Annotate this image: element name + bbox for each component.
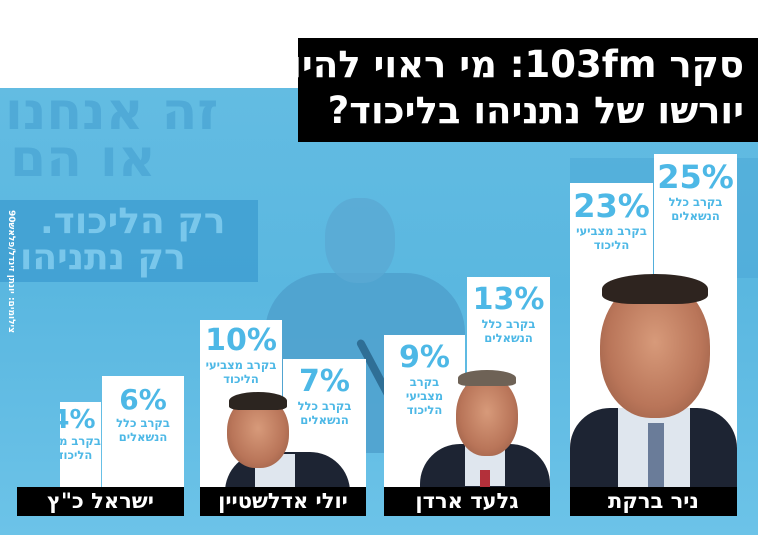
poster-band <box>0 200 258 282</box>
poster-text: רק נתניהו <box>20 237 186 278</box>
title-line-1: סקר 103fm: מי ראוי להיות <box>263 43 744 86</box>
photo-credit: צילומים: יונתן זינדל/פלאש90 <box>6 210 16 334</box>
speaker-head <box>325 198 395 283</box>
chart-title: סקר 103fm: מי ראוי להיות יורשו של נתניהו… <box>263 38 758 142</box>
poster-text: או הם <box>10 129 156 189</box>
name-label-erdan: גלעד ארדן <box>384 487 550 516</box>
name-label-katz: ישראל כ"ץ <box>17 487 184 516</box>
title-line-2: יורשו של נתניהו בליכוד? <box>327 89 744 132</box>
candidate-photo-barkat <box>570 258 737 488</box>
bar-katz-likud: 4% בקרב מצביעי הליכוד <box>60 402 101 488</box>
name-label-edelstein: יולי אדלשטיין <box>200 487 366 516</box>
poster-text: זה אנחנו <box>5 88 219 142</box>
candidate-photo-edelstein <box>215 392 355 488</box>
candidate-photo-erdan <box>420 366 550 488</box>
name-label-barkat: ניר ברקת <box>570 487 737 516</box>
bar-katz-all: 6% בקרב כלל הנשאלים <box>102 376 184 488</box>
poster-text: רק הליכוד. <box>40 201 226 242</box>
